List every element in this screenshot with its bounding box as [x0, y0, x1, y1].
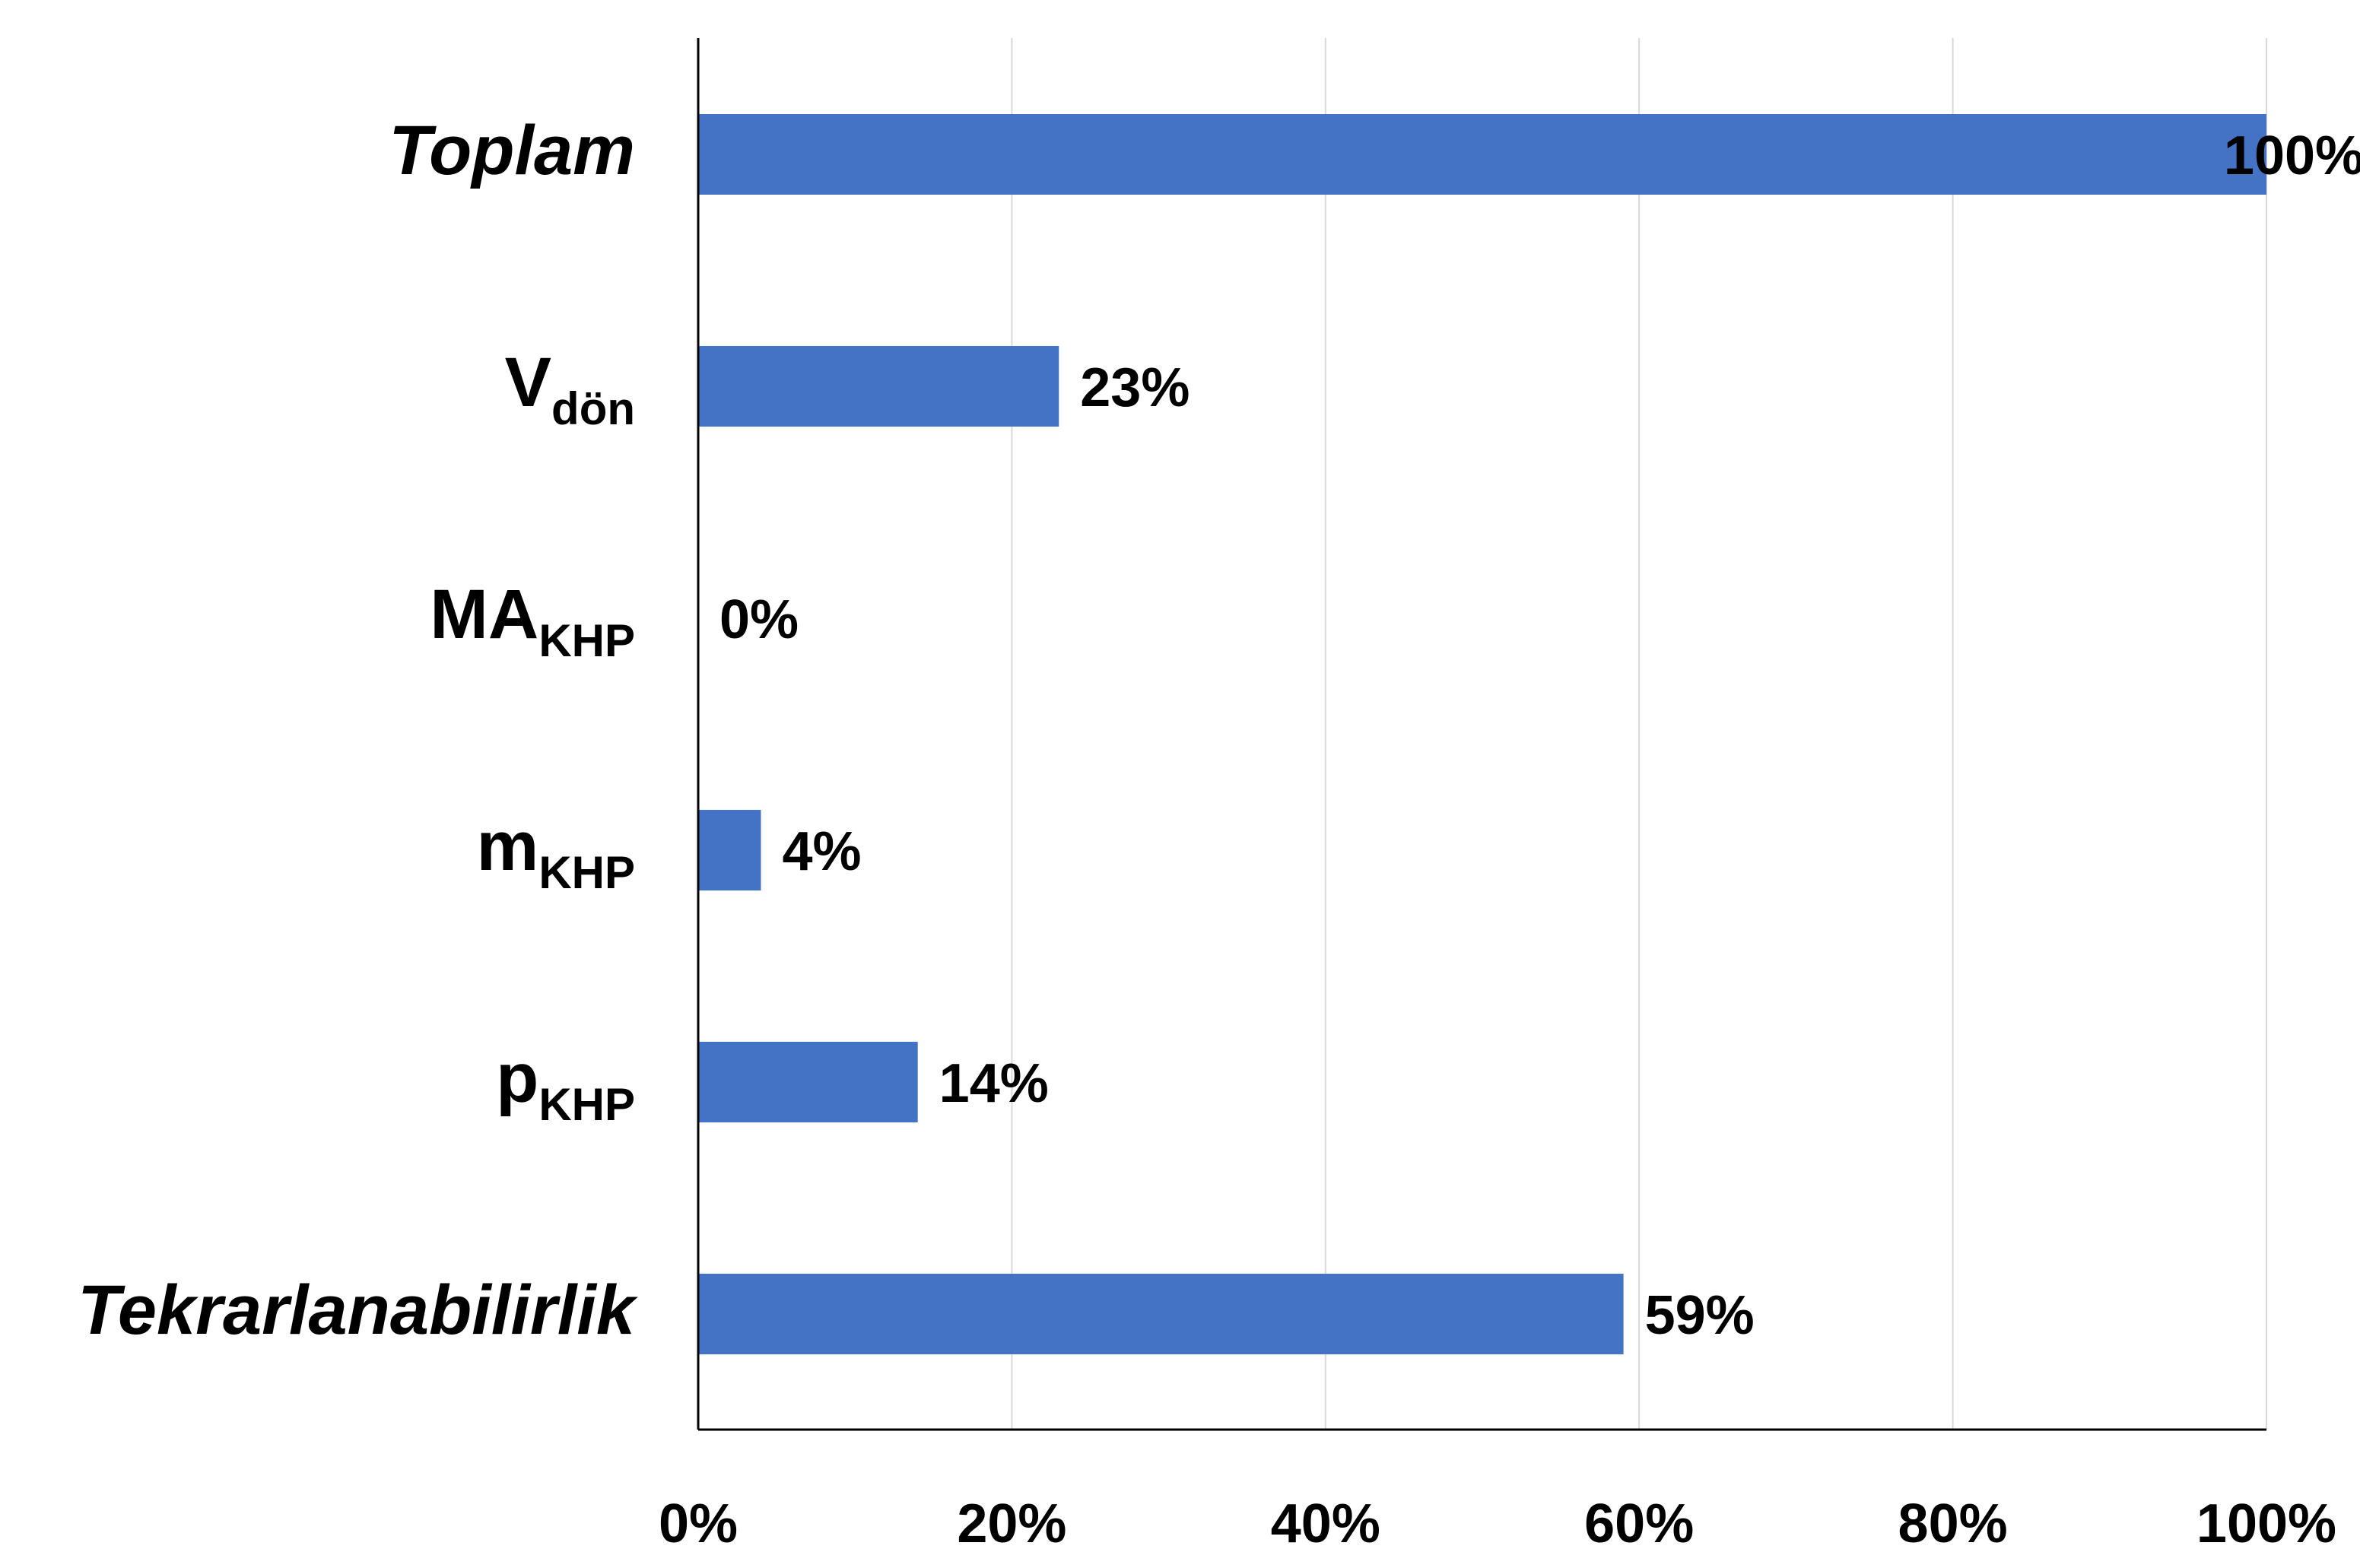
data-label: 14%: [939, 1053, 1049, 1114]
labels: 0% 20% 40% 60% 80% 100% Toplam 100% Vdön 23% MAKHP…: [78, 112, 2360, 1554]
x-tick-label: 60%: [1584, 1493, 1694, 1554]
bars: [698, 114, 2266, 1354]
bar: [698, 810, 761, 890]
data-label: 0%: [719, 589, 799, 650]
data-label: 59%: [1645, 1285, 1755, 1346]
data-label: 4%: [782, 821, 861, 882]
data-label: 23%: [1080, 357, 1190, 418]
x-tick-label: 100%: [2196, 1493, 2336, 1554]
x-tick-label: 20%: [957, 1493, 1066, 1554]
category-label: Toplam: [389, 112, 635, 189]
x-tick-label: 80%: [1898, 1493, 2008, 1554]
category-label: MAKHP: [430, 576, 635, 666]
x-tick-label: 0%: [659, 1493, 738, 1554]
category-label: pKHP: [496, 1040, 635, 1130]
bar: [698, 1042, 918, 1122]
axes: [697, 38, 2266, 1431]
category-label: Tekrarlanabilirlik: [78, 1271, 638, 1349]
bar: [698, 114, 2266, 195]
category-label: Vdön: [505, 344, 635, 434]
data-label: 100%: [2224, 125, 2360, 186]
bar: [698, 346, 1059, 427]
gridlines: [1011, 38, 2267, 1430]
bar: [698, 1274, 1624, 1354]
x-tick-label: 40%: [1271, 1493, 1380, 1554]
category-label: mKHP: [477, 808, 636, 898]
